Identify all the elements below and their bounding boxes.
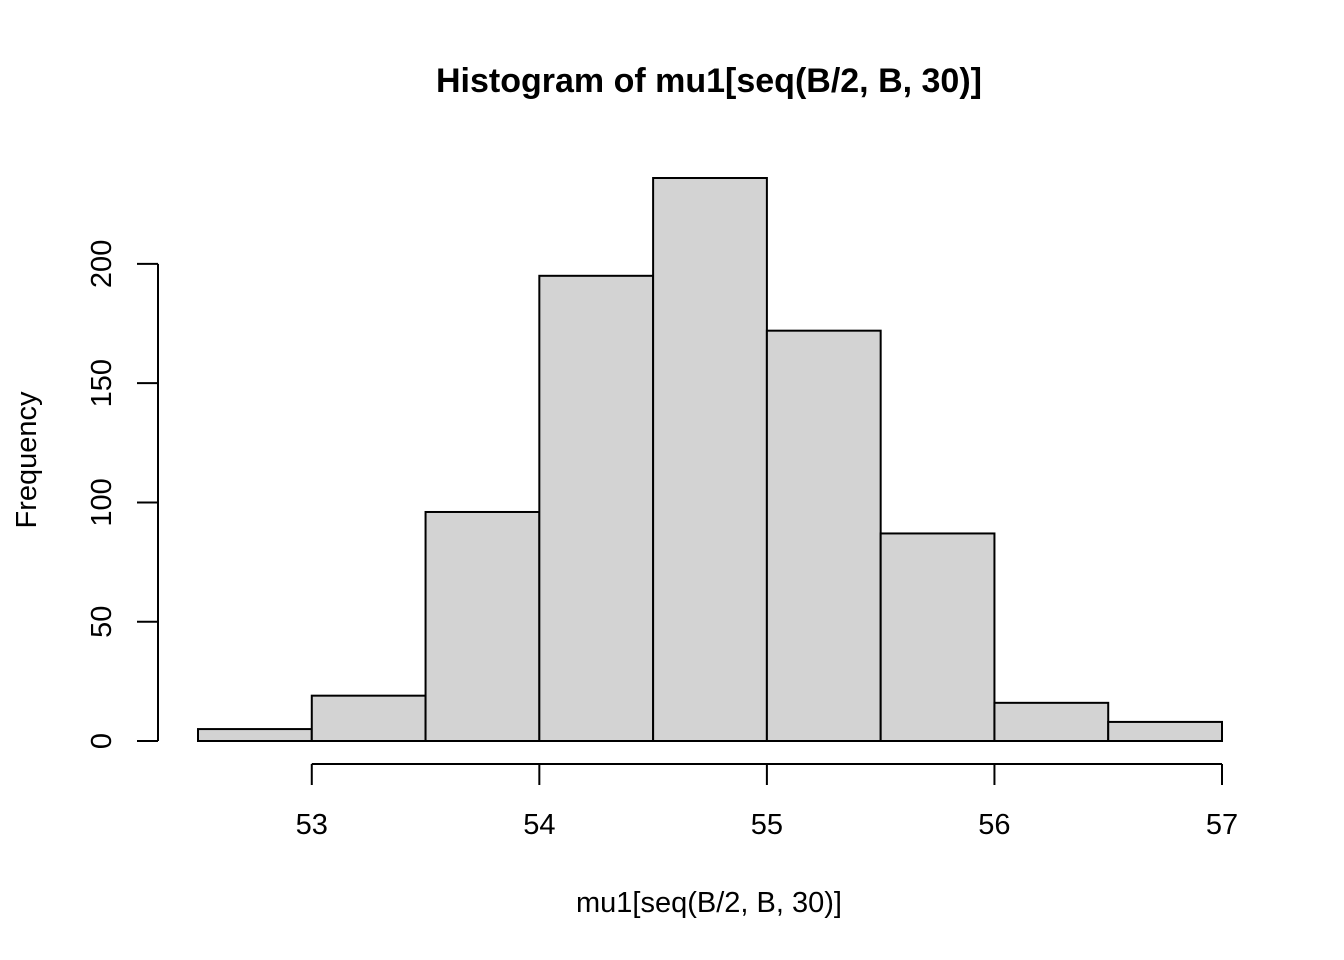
x-axis: 53 54 55 56 57 — [296, 763, 1238, 841]
histogram-bar — [197, 728, 313, 742]
histogram-bar — [765, 329, 882, 742]
x-tick-label: 53 — [296, 809, 328, 841]
histogram-bars — [197, 177, 1223, 743]
histogram-bar — [993, 701, 1110, 742]
y-tick-label: 100 — [86, 478, 118, 526]
histogram-bar — [424, 510, 541, 743]
histogram-bar — [879, 532, 996, 742]
y-tick-label: 150 — [86, 359, 118, 407]
histogram-bar — [538, 274, 655, 742]
y-axis-label: Frequency — [11, 391, 43, 529]
histogram-bar — [310, 694, 427, 742]
chart-title: Histogram of mu1[seq(B/2, B, 30)] — [436, 62, 982, 100]
y-tick-label: 50 — [86, 606, 118, 638]
x-tick-label: 55 — [751, 809, 783, 841]
y-tick-label: 200 — [86, 240, 118, 288]
x-tick-label: 57 — [1206, 809, 1238, 841]
x-axis-label: mu1[seq(B/2, B, 30)] — [576, 887, 842, 919]
y-axis: 0 50 100 150 200 — [86, 240, 159, 749]
x-tick-label: 56 — [978, 809, 1010, 841]
histogram-bar — [652, 177, 768, 742]
y-tick-label: 0 — [86, 733, 118, 749]
x-tick-label: 54 — [523, 809, 555, 841]
histogram-bar — [1107, 720, 1223, 743]
